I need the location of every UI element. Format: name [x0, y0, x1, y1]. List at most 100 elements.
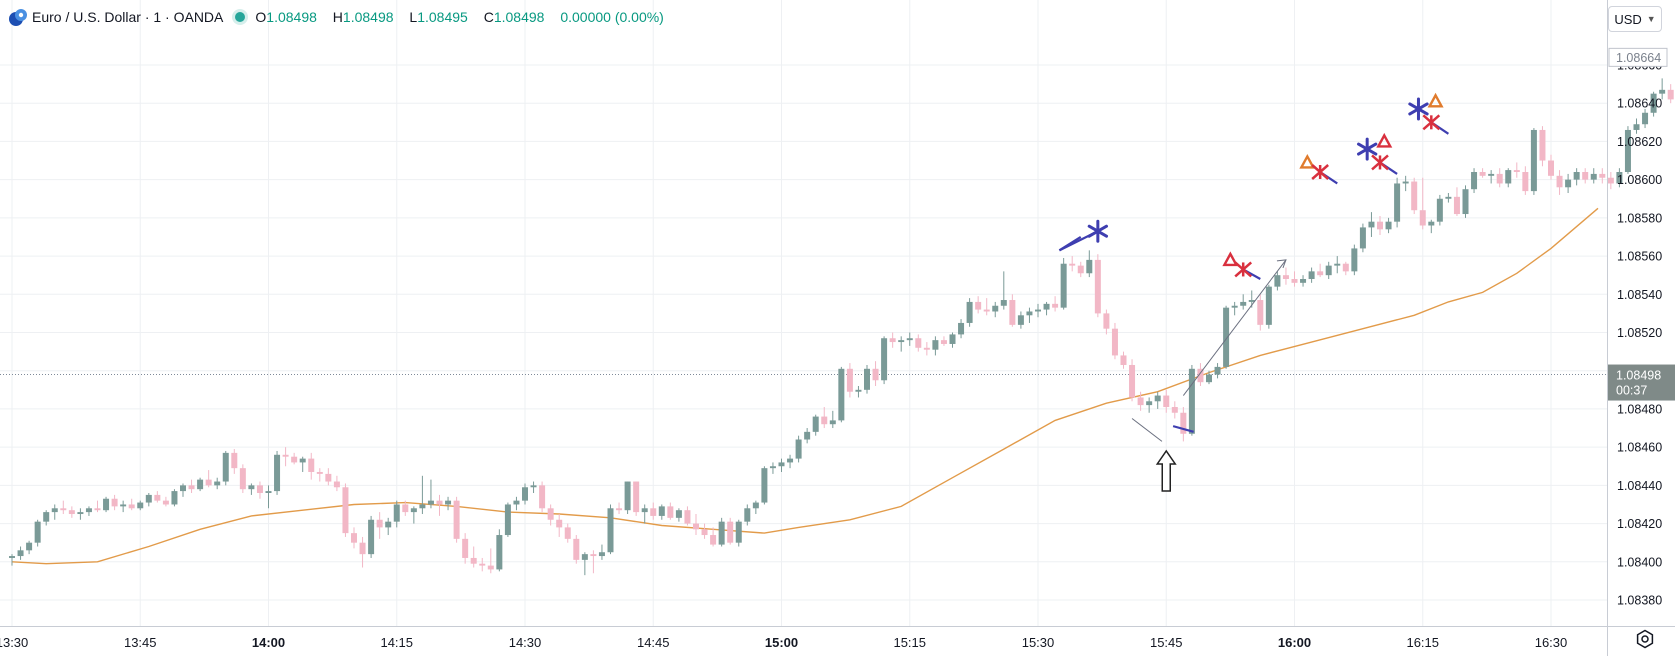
candle-body-45[interactable] [393, 504, 400, 522]
candle-body-22[interactable] [197, 479, 204, 490]
candle-body-122[interactable] [1052, 303, 1059, 308]
candle-body-59[interactable] [513, 500, 520, 505]
triangle-marker-6[interactable] [1376, 132, 1393, 148]
candle-body-175[interactable] [1505, 170, 1512, 184]
candle-body-160[interactable] [1377, 221, 1383, 230]
candle-body-95[interactable] [821, 416, 828, 425]
candle-body-140[interactable] [1206, 374, 1212, 383]
asterisk-marker-8[interactable] [1408, 102, 1429, 116]
candle-body-49[interactable] [427, 500, 434, 505]
candle-body-39[interactable] [342, 487, 349, 534]
candle-body-181[interactable] [1556, 175, 1563, 188]
candle-body-92[interactable] [795, 439, 802, 459]
candle-body-184[interactable] [1582, 172, 1589, 180]
candle-body-72[interactable] [624, 481, 631, 511]
candle-body-70[interactable] [607, 508, 614, 553]
candle-body-38[interactable] [333, 481, 340, 488]
candle-body-180[interactable] [1548, 160, 1554, 176]
candle-body-106[interactable] [915, 338, 922, 348]
candle-body-52[interactable] [453, 500, 460, 539]
candle-body-170[interactable] [1462, 189, 1469, 215]
candle-body-37[interactable] [325, 473, 332, 482]
candle-body-124[interactable] [1069, 263, 1076, 266]
candle-body-36[interactable] [316, 471, 323, 474]
candle-body-134[interactable] [1154, 395, 1161, 402]
candle-body-146[interactable] [1257, 300, 1264, 325]
candle-body-80[interactable] [693, 523, 699, 530]
candle-body-14[interactable] [128, 504, 135, 509]
candle-body-54[interactable] [470, 557, 477, 564]
candle-body-179[interactable] [1539, 129, 1546, 161]
candle-body-139[interactable] [1197, 368, 1204, 383]
candle-body-42[interactable] [368, 519, 375, 555]
candle-body-125[interactable] [1077, 265, 1084, 274]
candle-body-44[interactable] [385, 521, 392, 528]
candle-body-75[interactable] [650, 508, 657, 516]
candle-body-82[interactable] [710, 535, 717, 545]
candle-body-154[interactable] [1325, 265, 1332, 276]
triangle-marker-9[interactable] [1427, 92, 1444, 108]
candle-body-136[interactable] [1171, 407, 1178, 413]
settings-gear-icon[interactable] [1634, 628, 1656, 650]
candle-body-48[interactable] [419, 504, 426, 509]
candle-body-128[interactable] [1103, 313, 1110, 329]
candle-body-86[interactable] [744, 508, 751, 522]
candle-body-117[interactable] [1009, 300, 1016, 325]
candle-body-96[interactable] [829, 420, 836, 425]
candle-body-132[interactable] [1137, 397, 1144, 406]
candle-body-21[interactable] [188, 485, 195, 490]
candle-body-111[interactable] [958, 322, 965, 335]
candle-body-0[interactable] [9, 556, 15, 558]
candle-body-83[interactable] [718, 521, 725, 545]
candle-body-24[interactable] [214, 481, 221, 486]
candle-body-33[interactable] [291, 456, 298, 463]
candle-body-25[interactable] [222, 452, 229, 482]
annotation-line-2[interactable] [1172, 425, 1194, 433]
triangle-marker-1[interactable] [1222, 251, 1239, 267]
candle-body-127[interactable] [1094, 259, 1101, 314]
candle-body-47[interactable] [410, 508, 417, 513]
candle-body-186[interactable] [1599, 173, 1606, 178]
candle-body-73[interactable] [633, 481, 640, 513]
candle-body-63[interactable] [547, 508, 554, 520]
candle-body-108[interactable] [932, 340, 939, 350]
candle-body-131[interactable] [1129, 364, 1136, 398]
candle-body-68[interactable] [590, 554, 597, 557]
annotation-line-0[interactable] [1131, 418, 1163, 442]
candle-body-149[interactable] [1282, 275, 1289, 279]
candle-body-13[interactable] [120, 504, 127, 507]
candle-body-61[interactable] [530, 485, 537, 488]
candle-body-32[interactable] [282, 454, 289, 457]
candle-body-157[interactable] [1351, 248, 1358, 272]
candle-body-97[interactable] [838, 368, 845, 421]
candle-body-192[interactable] [1650, 93, 1657, 113]
candle-body-17[interactable] [154, 494, 161, 501]
candle-body-191[interactable] [1642, 112, 1649, 125]
candle-body-183[interactable] [1573, 172, 1580, 180]
candle-body-147[interactable] [1265, 286, 1272, 325]
candle-body-43[interactable] [376, 519, 383, 528]
candle-body-20[interactable] [180, 485, 186, 492]
candle-body-115[interactable] [992, 305, 999, 312]
candle-body-182[interactable] [1565, 179, 1572, 188]
candle-body-69[interactable] [598, 552, 605, 557]
candle-body-79[interactable] [684, 510, 691, 524]
candle-body-133[interactable] [1146, 401, 1153, 406]
candle-body-137[interactable] [1180, 412, 1187, 434]
candle-body-173[interactable] [1488, 173, 1495, 176]
candle-body-40[interactable] [351, 533, 357, 543]
candle-body-155[interactable] [1334, 263, 1341, 266]
candle-body-90[interactable] [778, 462, 785, 467]
candle-body-148[interactable] [1274, 275, 1281, 287]
candle-body-77[interactable] [667, 506, 674, 518]
candle-body-57[interactable] [496, 535, 503, 570]
candle-body-152[interactable] [1308, 271, 1315, 279]
candle-body-178[interactable] [1530, 129, 1537, 192]
candle-body-121[interactable] [1043, 303, 1050, 310]
currency-selector[interactable]: USD ▼ [1608, 6, 1662, 32]
candle-body-189[interactable] [1624, 129, 1631, 172]
candle-body-142[interactable] [1223, 307, 1230, 367]
candle-body-27[interactable] [239, 468, 246, 490]
candle-body-3[interactable] [34, 521, 41, 543]
